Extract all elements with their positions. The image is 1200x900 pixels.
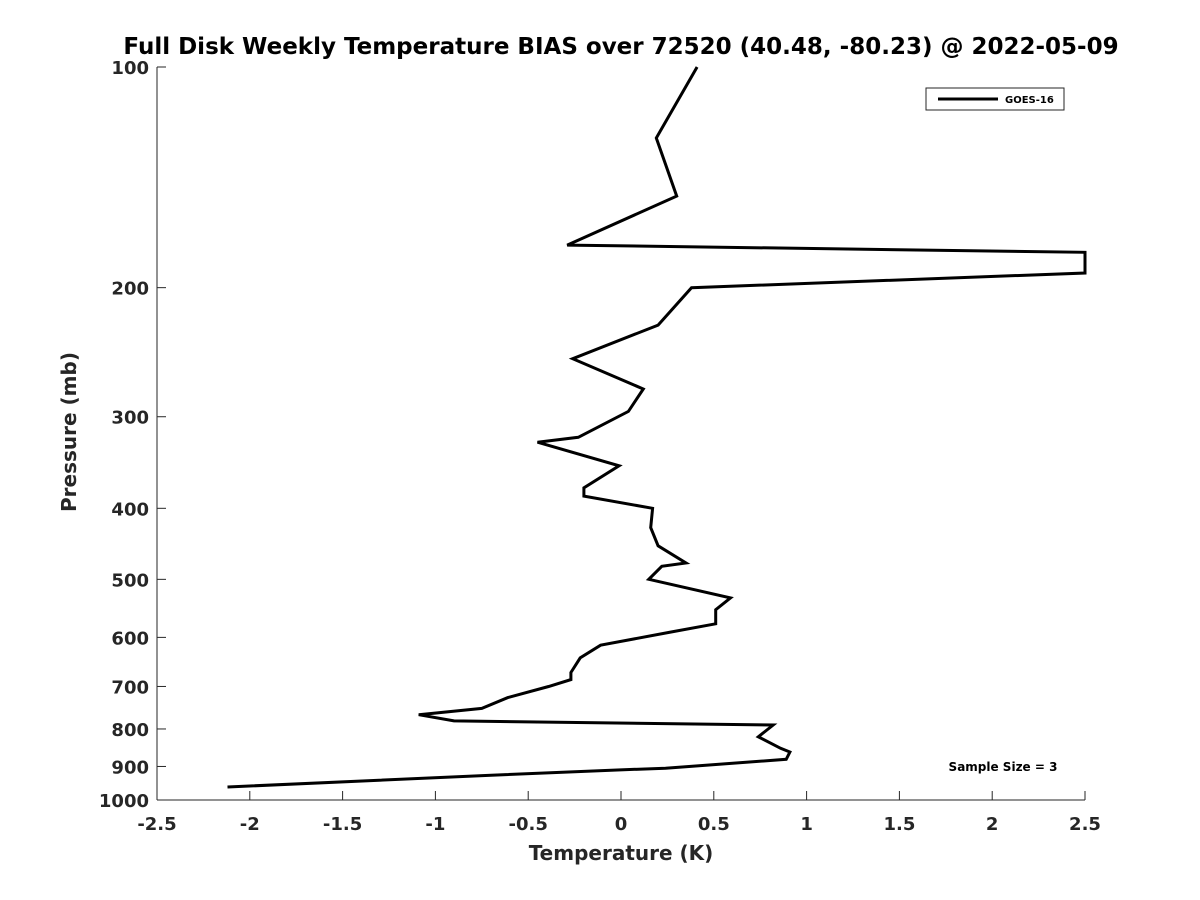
- x-tick-label: 2.5: [1069, 814, 1101, 835]
- x-tick-label: -2.5: [137, 814, 176, 835]
- x-axis-label: Temperature (K): [529, 841, 714, 865]
- y-tick-label: 900: [111, 757, 149, 778]
- x-tick-label: -1.5: [323, 814, 362, 835]
- legend: GOES-16: [925, 87, 1065, 111]
- y-axis-label: Pressure (mb): [57, 352, 81, 512]
- x-axis-ticks: -2.5 -2 -1.5 -1 -0.5 0 0.5 1 1.5 2 2.5: [137, 791, 1101, 835]
- y-tick-label: 100: [111, 58, 149, 79]
- x-tick-label: 1.5: [883, 814, 915, 835]
- y-axis-ticks: 100 200 300 400 500 600 700 800 900 1000: [99, 58, 166, 812]
- chart-title: Full Disk Weekly Temperature BIAS over 7…: [123, 34, 1118, 60]
- y-tick-label: 800: [111, 720, 149, 741]
- x-tick-label: -2: [240, 814, 260, 835]
- x-tick-label: 0: [615, 814, 628, 835]
- x-tick-label: -0.5: [509, 814, 548, 835]
- sample-size-annotation: Sample Size = 3: [949, 760, 1058, 774]
- x-tick-label: 1: [800, 814, 813, 835]
- legend-entry-goes-16: GOES-16: [1005, 95, 1054, 106]
- x-tick-label: -1: [425, 814, 445, 835]
- y-tick-label: 300: [111, 408, 149, 429]
- y-tick-label: 200: [111, 279, 149, 300]
- goes-16-series-line: [227, 66, 1087, 789]
- y-tick-label: 1000: [99, 791, 149, 812]
- x-tick-label: 2: [986, 814, 999, 835]
- y-tick-label: 500: [111, 570, 149, 591]
- y-tick-label: 600: [111, 628, 149, 649]
- y-tick-label: 700: [111, 677, 149, 698]
- x-tick-label: 0.5: [698, 814, 730, 835]
- y-tick-label: 400: [111, 499, 149, 520]
